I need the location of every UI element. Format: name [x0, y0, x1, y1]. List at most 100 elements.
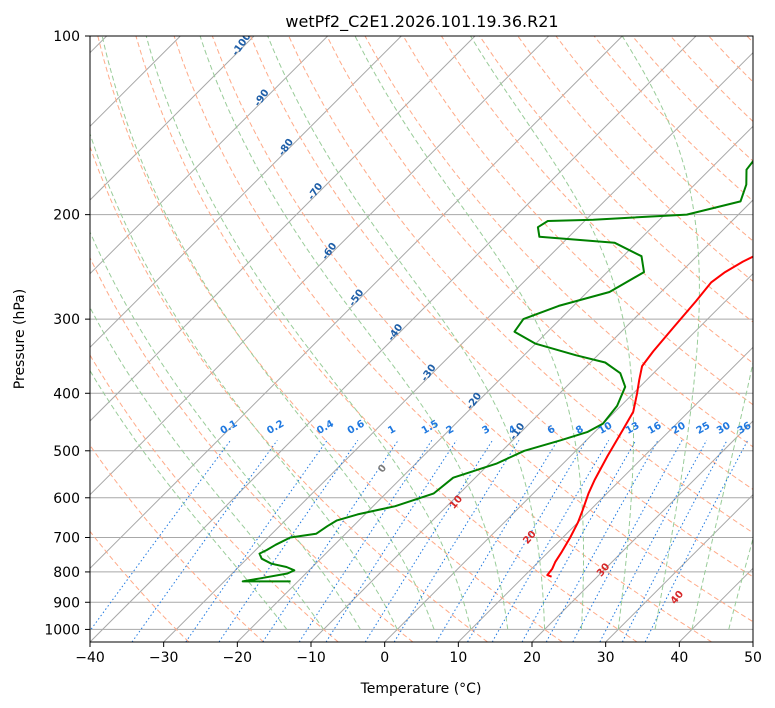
- y-tick-label: 800: [53, 565, 80, 581]
- dry-adiabat-line: [402, 36, 753, 406]
- mixing-ratio-label: 1: [386, 424, 398, 437]
- dry-adiabat-line: [364, 36, 753, 448]
- moist-adiabat-line: [90, 230, 361, 630]
- dry-adiabat-label: -100: [230, 31, 253, 58]
- dry-adiabat-line: [708, 36, 753, 83]
- dry-adiabat-label: -50: [347, 287, 366, 308]
- y-tick-label: 900: [53, 595, 80, 611]
- dry-adiabat-line: [90, 354, 339, 642]
- mixing-ratio-label: 30: [715, 420, 733, 437]
- isotherm-line: [90, 36, 623, 570]
- y-tick-label: 300: [53, 312, 80, 328]
- dry-adiabat-label: -90: [252, 88, 271, 109]
- isotherm-line: [384, 272, 753, 642]
- y-tick-label: 1000: [44, 622, 80, 638]
- x-tick-label: 40: [670, 650, 688, 666]
- y-axis-label: Pressure (hPa): [12, 289, 28, 389]
- isotherm-line: [90, 36, 402, 349]
- dry-adiabat-line: [90, 145, 488, 642]
- mixing-ratio-label: 1.5: [420, 418, 441, 436]
- y-tick-label: 500: [53, 444, 80, 460]
- moist-adiabat-line: [354, 36, 584, 630]
- mixing-ratio-line: [491, 440, 610, 642]
- mixing-ratio-label: 20: [670, 420, 688, 437]
- mixing-ratio-line: [599, 440, 708, 642]
- moist-adiabat-line: [691, 360, 753, 630]
- x-tick-label: 30: [597, 650, 615, 666]
- chart-title: wetPf2_C2E1.2026.101.19.36.R21: [285, 12, 558, 32]
- moist-adiabat-line: [728, 537, 753, 630]
- mixing-ratio-line: [90, 439, 231, 632]
- y-tick-label: 600: [53, 491, 80, 507]
- dry-adiabat-line: [555, 36, 753, 242]
- x-tick-label: −20: [223, 650, 253, 666]
- y-tick-label: 400: [53, 386, 80, 402]
- moist-adiabat-line: [101, 36, 435, 630]
- mixing-ratio-label: 4: [507, 424, 519, 437]
- mixing-ratio-line: [435, 440, 559, 642]
- mixing-ratio-line: [621, 440, 728, 642]
- isotherm-line: [752, 641, 753, 642]
- mixing-ratio-label: 0.6: [346, 418, 367, 436]
- mixing-ratio-line: [467, 440, 587, 642]
- x-tick-label: −30: [149, 650, 179, 666]
- dry-adiabat-line: [211, 36, 753, 623]
- temperature-profile: [546, 255, 753, 578]
- dry-adiabat-line: [173, 36, 712, 642]
- moist-adiabat-line: [199, 36, 509, 630]
- plot-frame: [89, 35, 754, 643]
- moist-adiabat-line: [470, 36, 634, 630]
- mixing-ratio-line: [364, 440, 493, 642]
- mixing-ratio-label: 0.4: [315, 418, 336, 436]
- isotherm-line: [90, 36, 255, 201]
- dry-adiabat-label: -60: [320, 241, 339, 262]
- mixing-ratio-line: [262, 440, 399, 642]
- dry-adiabat-label: -30: [419, 363, 438, 384]
- dry-adiabat-line: [631, 36, 753, 162]
- dry-adiabat-line: [90, 444, 264, 642]
- x-axis: −40 −30 −20 −10 0 10 20 30 40 50: [75, 642, 762, 666]
- dry-adiabat-line: [479, 36, 753, 323]
- isotherm-line: [310, 199, 753, 642]
- dry-adiabat-label: -20: [465, 391, 484, 412]
- moist-adiabat-line: [90, 132, 398, 630]
- mixing-ratio-line: [644, 440, 749, 642]
- dry-adiabat-line: [135, 36, 638, 642]
- x-tick-label: −10: [296, 650, 326, 666]
- mixing-ratio-line: [298, 440, 433, 642]
- mixing-ratio-line: [325, 440, 457, 642]
- y-tick-label: 200: [53, 208, 80, 224]
- dry-adiabat-label: -80: [277, 137, 296, 158]
- dry-adiabat-line: [746, 36, 753, 43]
- dry-adiabat-line: [593, 36, 753, 202]
- x-axis-label: Temperature (°C): [360, 681, 482, 697]
- x-tick-label: −40: [75, 650, 105, 666]
- x-tick-label: 20: [523, 650, 541, 666]
- mixing-ratio-label: 25: [695, 420, 713, 437]
- mixing-ratio-label: 16: [646, 420, 664, 437]
- dry-adiabat-label: -70: [306, 181, 325, 202]
- dry-adiabat-line: [670, 36, 753, 123]
- mixing-ratio-label: 2: [445, 424, 457, 437]
- isotherm-line: [457, 346, 753, 642]
- mixing-ratio-line: [393, 440, 520, 642]
- y-axis: 100 200 300 400 500 600 700 800 900 1000: [44, 29, 90, 638]
- mixing-ratio-line: [572, 440, 683, 642]
- mixing-ratio-label: 3: [481, 424, 493, 437]
- moist-adiabat-line: [145, 36, 472, 630]
- moist-adiabat-label: 40: [669, 589, 686, 607]
- dry-adiabat-line: [517, 36, 753, 283]
- mixing-ratio-label: 0.1: [219, 418, 240, 436]
- mixing-ratio-label: 10: [597, 420, 615, 437]
- mixing-ratio-line: [185, 440, 328, 642]
- mixing-ratio-label: 8: [574, 424, 586, 437]
- dry-adiabat-line: [326, 36, 753, 491]
- mixing-ratio-line: [218, 440, 359, 642]
- moist-adiabat-line: [90, 306, 325, 630]
- x-tick-label: 50: [744, 650, 762, 666]
- moist-adiabat-label: 10: [448, 494, 465, 512]
- isotherm-line: [236, 125, 753, 642]
- moist-adiabat-line: [267, 36, 546, 630]
- mixing-ratio-line: [131, 440, 278, 642]
